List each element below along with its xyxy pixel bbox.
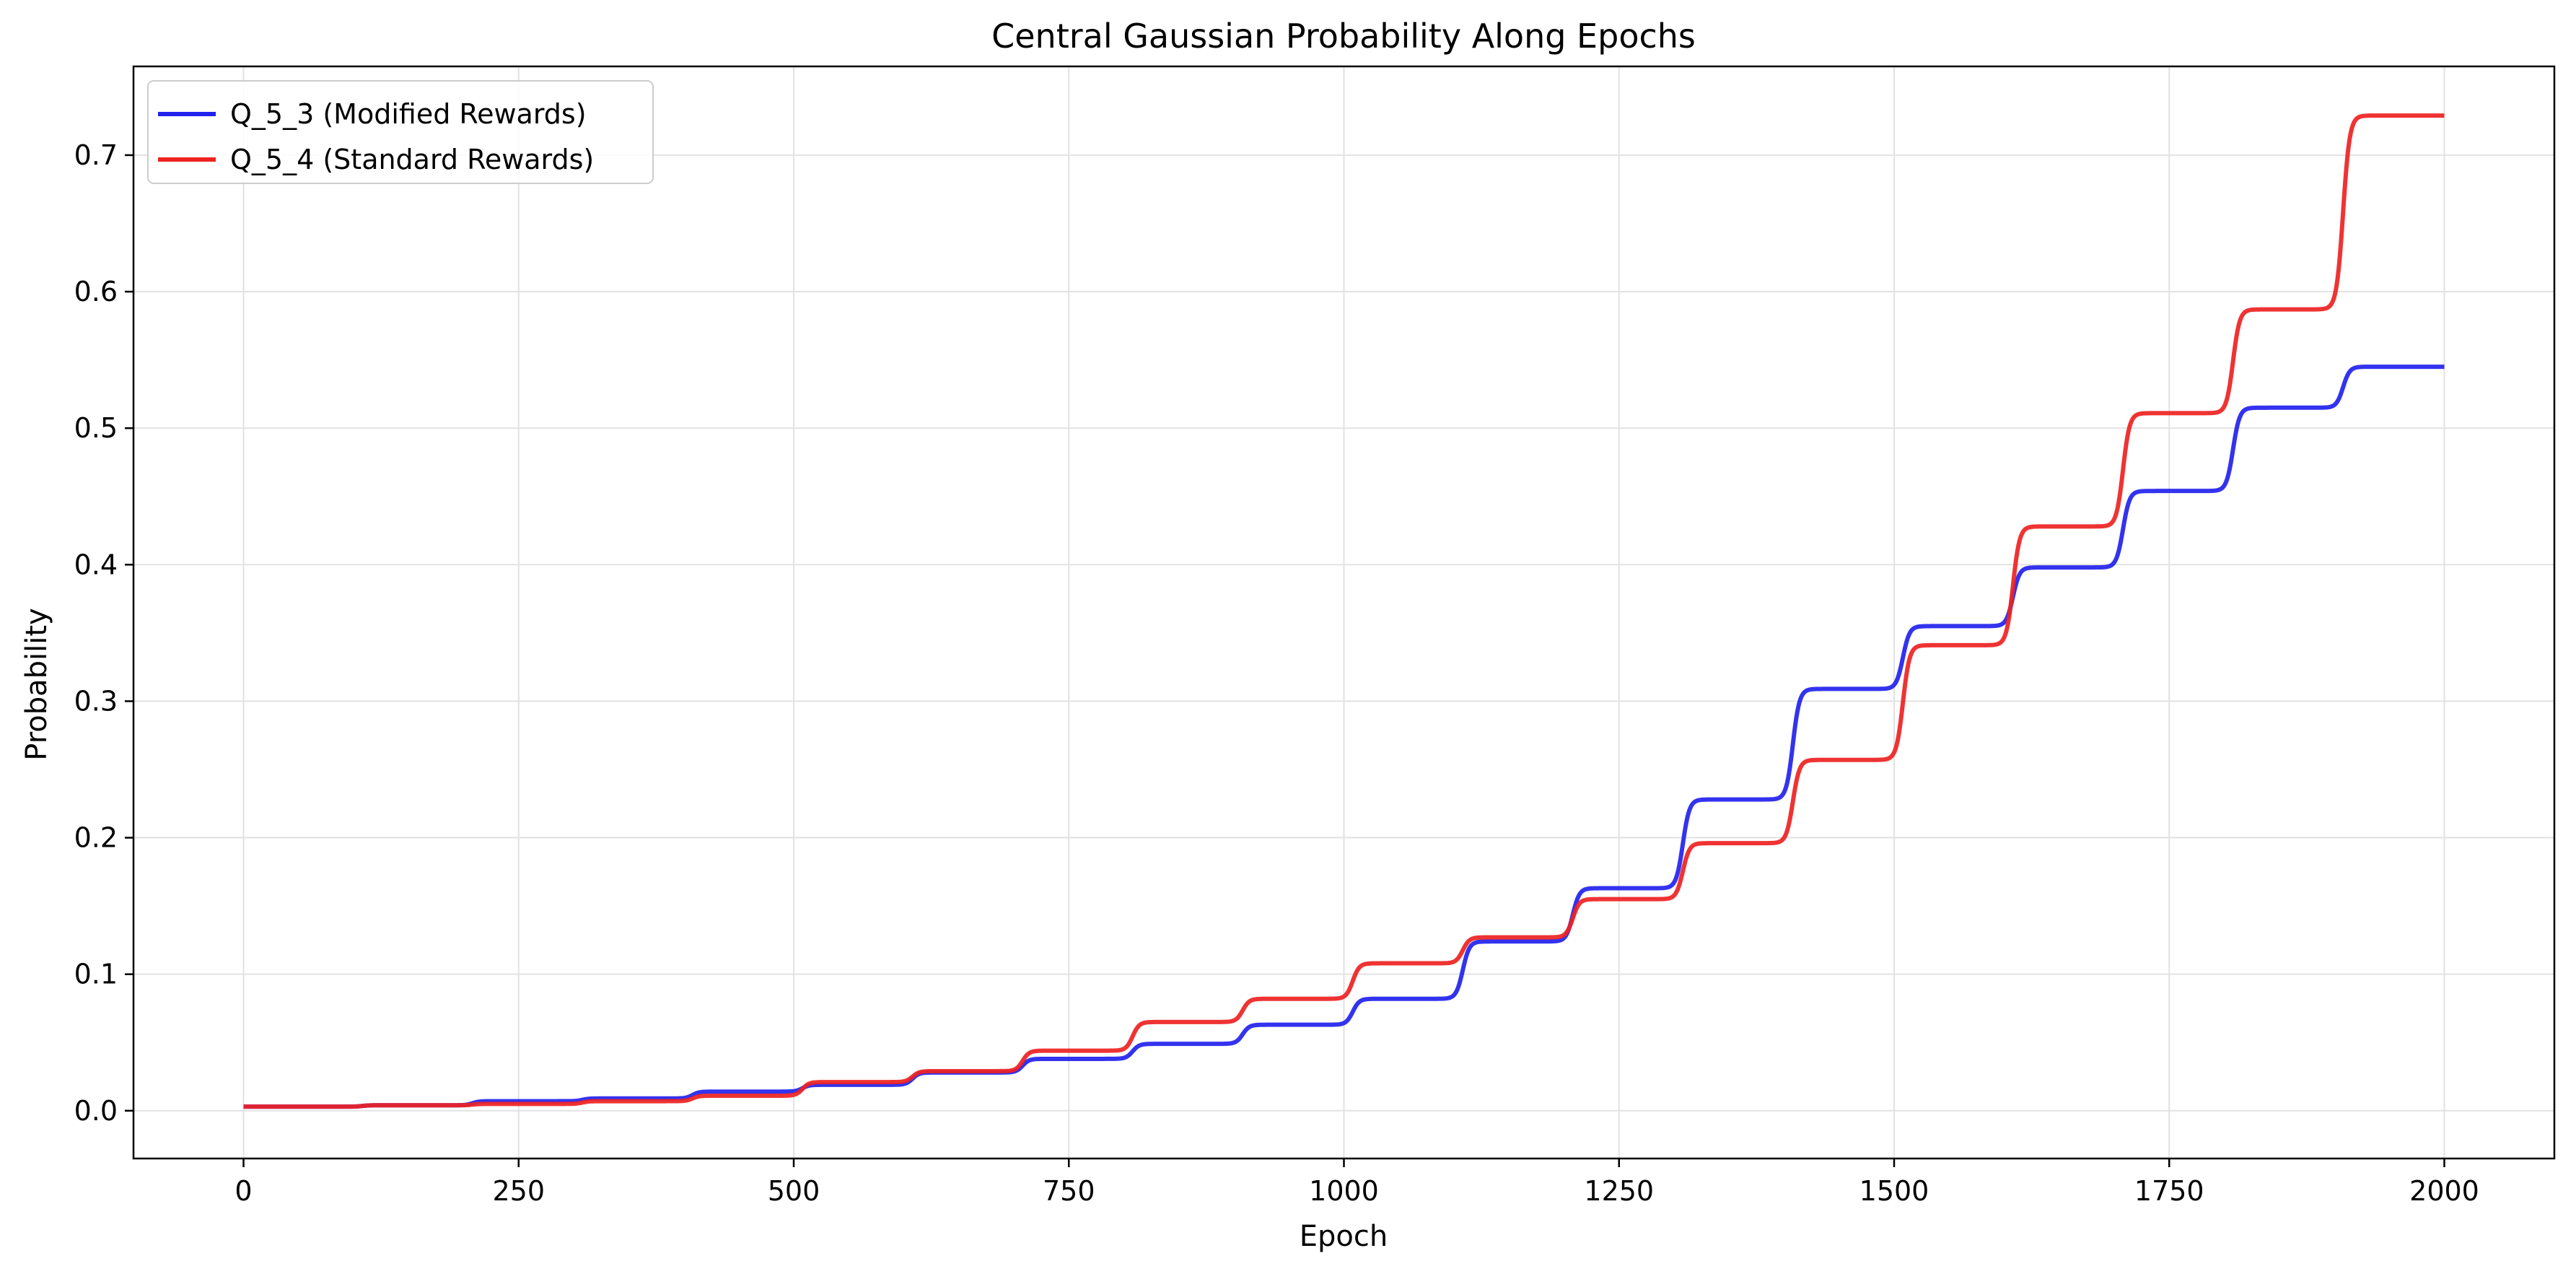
y-tick-label: 0.2 bbox=[74, 822, 118, 854]
y-tick-label: 0.3 bbox=[74, 685, 118, 717]
x-tick-label: 1000 bbox=[1309, 1175, 1379, 1207]
chart-title: Central Gaussian Probability Along Epoch… bbox=[991, 17, 1696, 56]
y-tick-label: 0.6 bbox=[74, 276, 118, 307]
series-layer bbox=[242, 113, 2445, 1109]
y-axis-label: Probability bbox=[20, 608, 53, 760]
legend-box bbox=[147, 80, 654, 184]
x-axis-label: Epoch bbox=[1300, 1220, 1388, 1253]
grid-layer bbox=[133, 66, 2554, 1159]
y-tick-label: 0.4 bbox=[74, 549, 118, 580]
y-tick-label: 0.0 bbox=[74, 1095, 118, 1127]
x-tick-label: 2000 bbox=[2409, 1175, 2479, 1207]
legend-label-2: Q_5_4 (Standard Rewards) bbox=[230, 144, 594, 175]
y-tick-label: 0.7 bbox=[74, 139, 118, 171]
legend-label-1: Q_5_3 (Modified Rewards) bbox=[230, 98, 587, 130]
series-line-1 bbox=[242, 365, 2445, 1109]
y-tick-label: 0.1 bbox=[74, 959, 118, 990]
series-line-2 bbox=[242, 113, 2445, 1109]
x-tick-label: 750 bbox=[1043, 1175, 1095, 1207]
tick-layer: 0 250 500 750 1000 1250 1500 1750 2000 0.0 0.1 0.2 0… bbox=[74, 139, 2479, 1207]
x-tick-label: 1500 bbox=[1859, 1175, 1929, 1207]
x-tick-label: 1250 bbox=[1584, 1175, 1654, 1207]
y-tick-label: 0.5 bbox=[74, 412, 118, 444]
x-tick-label: 1750 bbox=[2134, 1175, 2204, 1207]
x-tick-label: 250 bbox=[492, 1175, 545, 1207]
legend: Q_5_3 (Modified Rewards) Q_5_4 (Standard … bbox=[147, 80, 654, 184]
x-tick-label: 0 bbox=[235, 1175, 252, 1207]
x-tick-label: 500 bbox=[768, 1175, 820, 1207]
